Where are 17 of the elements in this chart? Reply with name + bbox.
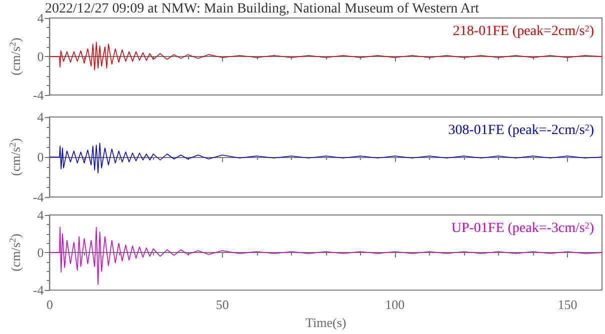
y-tick-label: 0 (37, 49, 44, 64)
y-axis-title: (cm/s2) (8, 138, 23, 176)
y-axis-title: (cm/s2) (8, 234, 23, 272)
x-tick-label: 100 (385, 297, 405, 312)
y-tick-label: 4 (37, 208, 44, 222)
chart-title: 2022/12/27 09:09 at NMW: Main Building, National Museum of Western Art (45, 2, 480, 16)
x-tick-label: 50 (216, 297, 229, 312)
x-axis-title: Time(s) (306, 315, 346, 330)
y-tick-label: -4 (32, 88, 44, 102)
y-tick-label: 4 (37, 110, 44, 124)
x-tick-label: 150 (558, 297, 578, 312)
y-tick-label: 4 (37, 10, 44, 26)
y-tick-label: 0 (37, 245, 44, 260)
y-tick-label: -4 (32, 282, 44, 298)
y-axis-title: (cm/s2) (8, 38, 23, 76)
y-tick-label: -4 (32, 190, 44, 204)
y-tick-label: 0 (37, 150, 44, 164)
